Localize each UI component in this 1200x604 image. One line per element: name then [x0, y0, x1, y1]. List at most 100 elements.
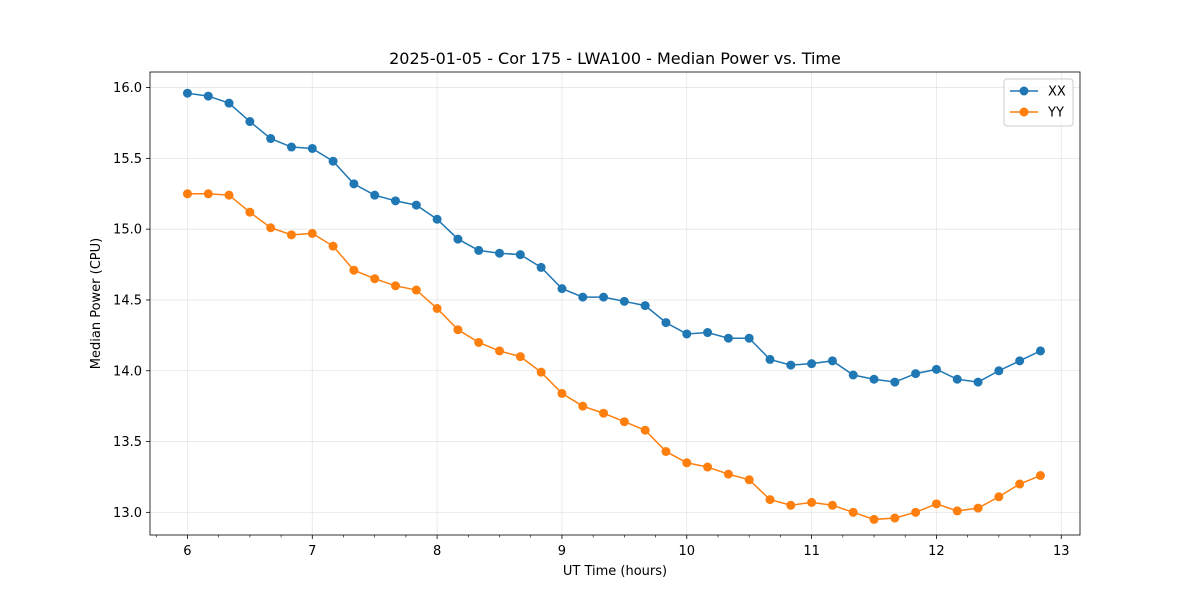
- data-point-xx: [952, 374, 962, 384]
- data-point-yy: [370, 274, 380, 284]
- x-tick-label: 10: [679, 544, 696, 559]
- x-tick-label: 6: [183, 544, 191, 559]
- y-tick-label: 13.5: [113, 435, 142, 450]
- data-point-yy: [931, 499, 941, 509]
- data-point-xx: [682, 329, 692, 339]
- data-point-xx: [869, 374, 879, 384]
- data-point-yy: [391, 281, 401, 291]
- legend-label-xx: XX: [1048, 85, 1066, 100]
- data-point-xx: [224, 98, 234, 108]
- data-point-yy: [557, 388, 567, 398]
- data-point-xx: [827, 356, 837, 366]
- series-xx: [182, 88, 1045, 387]
- data-point-xx: [432, 214, 442, 224]
- data-point-xx: [411, 200, 421, 210]
- data-point-xx: [640, 301, 650, 311]
- data-point-yy: [744, 475, 754, 485]
- data-point-xx: [994, 366, 1004, 376]
- data-point-yy: [703, 462, 713, 472]
- data-point-xx: [661, 318, 671, 328]
- data-point-xx: [182, 88, 192, 98]
- data-point-yy: [952, 506, 962, 516]
- data-point-xx: [619, 296, 629, 306]
- data-point-xx: [391, 196, 401, 206]
- data-point-yy: [182, 189, 192, 199]
- data-point-xx: [536, 262, 546, 272]
- plot-frame: [149, 71, 1081, 536]
- data-point-yy: [245, 207, 255, 217]
- data-point-yy: [1035, 471, 1045, 481]
- data-point-yy: [786, 500, 796, 510]
- data-point-yy: [266, 223, 276, 233]
- x-tick-label: 9: [558, 544, 566, 559]
- x-tick-label: 13: [1053, 544, 1070, 559]
- data-point-yy: [640, 425, 650, 435]
- series-yy: [182, 189, 1045, 524]
- data-point-yy: [515, 352, 525, 362]
- y-tick-label: 14.5: [113, 293, 142, 308]
- data-point-xx: [266, 134, 276, 144]
- data-point-xx: [515, 250, 525, 260]
- data-point-yy: [495, 346, 505, 356]
- data-point-xx: [1035, 346, 1045, 356]
- x-tick-label: 7: [308, 544, 316, 559]
- data-point-yy: [869, 514, 879, 524]
- data-point-xx: [578, 292, 588, 302]
- data-point-xx: [328, 156, 338, 166]
- data-point-yy: [432, 303, 442, 313]
- chart-title: 2025-01-05 - Cor 175 - LWA100 - Median P…: [389, 49, 841, 68]
- data-point-yy: [661, 446, 671, 456]
- x-axis: 6 7 8 9 10 11 12 13: [155, 535, 1070, 559]
- data-point-yy: [765, 495, 775, 505]
- data-point-yy: [453, 325, 463, 335]
- data-point-yy: [411, 285, 421, 295]
- data-point-yy: [1015, 479, 1025, 489]
- data-point-xx: [973, 377, 983, 387]
- data-point-yy: [827, 500, 837, 510]
- data-point-xx: [931, 364, 941, 374]
- legend-entry-yy: YY: [1010, 106, 1064, 121]
- data-point-xx: [474, 245, 484, 255]
- y-tick-label: 16.0: [113, 81, 142, 96]
- data-point-yy: [474, 337, 484, 347]
- data-point-xx: [765, 354, 775, 364]
- y-tick-label: 13.0: [113, 506, 142, 521]
- data-point-xx: [599, 292, 609, 302]
- data-point-xx: [703, 328, 713, 338]
- data-point-yy: [723, 469, 733, 479]
- data-point-xx: [848, 370, 858, 380]
- data-point-xx: [495, 248, 505, 258]
- data-point-xx: [807, 359, 817, 369]
- y-axis: 13.0 13.5 14.0 14.5 15.0 15.5 16.0: [113, 81, 150, 521]
- data-point-yy: [286, 230, 296, 240]
- data-point-yy: [682, 458, 692, 468]
- data-point-xx: [203, 91, 213, 101]
- legend-marker-yy: [1019, 107, 1029, 117]
- data-point-yy: [619, 417, 629, 427]
- data-point-xx: [557, 284, 567, 294]
- x-tick-label: 8: [433, 544, 441, 559]
- data-point-yy: [911, 507, 921, 517]
- data-point-yy: [328, 241, 338, 251]
- data-point-yy: [349, 265, 359, 275]
- legend-label-yy: YY: [1047, 106, 1064, 121]
- series-line-xx: [187, 92, 1041, 383]
- data-point-yy: [994, 492, 1004, 502]
- data-point-yy: [578, 401, 588, 411]
- data-point-yy: [848, 507, 858, 517]
- data-point-xx: [786, 360, 796, 370]
- grid-lines: [150, 72, 1080, 535]
- data-point-xx: [245, 117, 255, 127]
- data-point-yy: [307, 228, 317, 238]
- x-tick-label: 11: [803, 544, 820, 559]
- data-point-yy: [203, 189, 213, 199]
- data-point-xx: [349, 179, 359, 189]
- y-axis-label: Median Power (CPU): [89, 238, 104, 369]
- data-point-yy: [890, 513, 900, 523]
- data-point-yy: [807, 497, 817, 507]
- data-point-xx: [307, 143, 317, 153]
- legend: XX YY: [1003, 78, 1074, 127]
- legend-entry-xx: XX: [1010, 85, 1066, 100]
- data-point-yy: [224, 190, 234, 200]
